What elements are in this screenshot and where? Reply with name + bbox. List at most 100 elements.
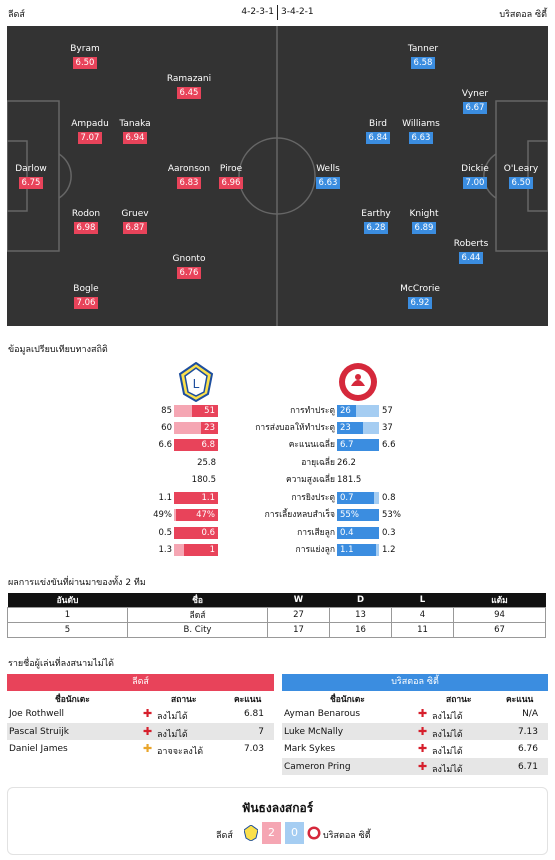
list-item[interactable]: Daniel James ✚ อาจจะลงได้ 7.03: [7, 740, 274, 757]
player-name: Piroe: [219, 164, 243, 174]
home-player[interactable]: Darlow 6.75: [7, 164, 58, 189]
stat-home-bar: [175, 509, 218, 521]
leeds-crest-icon: [244, 825, 258, 841]
stat-away-total: 0.3: [382, 528, 396, 538]
home-player[interactable]: Bogle 7.06: [59, 284, 113, 309]
list-item[interactable]: Joe Rothwell ✚ ลงไม่ได้ 6.81: [7, 705, 274, 722]
stat-away-total: 1.2: [382, 545, 396, 555]
stat-away-bar: [337, 527, 379, 539]
player-name: Tanaka: [119, 119, 151, 129]
away-missing-header: บริสตอล ซิตี้: [282, 674, 548, 691]
away-team-name: บริสตอล ซิตี้: [499, 10, 547, 20]
missing-player-rating: 6.81: [243, 709, 264, 719]
away-player[interactable]: Roberts 6.44: [444, 239, 498, 264]
player-rating-badge: 6.94: [122, 132, 148, 144]
stat-away-total: 6.6: [382, 440, 396, 450]
player-name: Ampadu: [71, 119, 109, 129]
missing-player-name: Ayman Benarous: [284, 709, 361, 719]
stat-home-bar: [184, 544, 218, 556]
player-name: Rodon: [71, 209, 101, 219]
home-missing-header: ลีดส์: [7, 674, 274, 691]
player-name: O'Leary: [503, 164, 539, 174]
home-player[interactable]: Piroe 6.96: [204, 164, 258, 189]
missing-player-status: ลงไม่ได้: [432, 712, 463, 722]
away-player[interactable]: Knight 6.89: [397, 209, 451, 234]
home-player[interactable]: Aaronson 6.83: [162, 164, 216, 189]
stat-label: การยิงประตู: [291, 493, 335, 503]
list-item[interactable]: Luke McNally ✚ ลงไม่ได้ 7.13: [282, 722, 548, 740]
player-rating-badge: 6.92: [407, 297, 433, 309]
missing-player-rating: 7.13: [517, 726, 538, 737]
home-player[interactable]: Byram 6.50: [58, 44, 112, 69]
stat-home-value: 25.8: [197, 458, 216, 468]
prediction-card: ฟันธงลงสกอร์ ลีดส์ 2 0 บริสตอล ซิตี้: [7, 787, 548, 855]
missing-player-status: ลงไม่ได้: [432, 764, 463, 775]
h2h-table: อันดับ ชื่อ W D L แต้ม 1 ลีดส์ 27 13 4 9…: [7, 593, 546, 638]
list-item[interactable]: Pascal Struijk ✚ ลงไม่ได้ 7: [7, 722, 274, 740]
stat-label: การเสียลูก: [297, 528, 335, 538]
missing-player-status: ลงไม่ได้: [432, 747, 463, 757]
formation-divider: [277, 5, 278, 20]
player-name: Tanner: [407, 44, 439, 54]
missing-player-name: Daniel James: [9, 744, 68, 754]
player-name: Bogle: [73, 284, 99, 294]
bristol-crest-icon: [307, 826, 321, 840]
stat-home-bar: [174, 492, 218, 504]
missing-player-name: Mark Sykes: [284, 744, 336, 754]
stat-home-value: 23: [204, 423, 215, 433]
prediction-home-name: ลีดส์: [216, 831, 233, 841]
list-item[interactable]: Ayman Benarous ✚ ลงไม่ได้ N/A: [282, 705, 548, 722]
col-name: ชื่อ: [192, 596, 203, 606]
stat-home-total: 1.3: [158, 545, 172, 555]
injury-cross-icon: ✚: [418, 742, 428, 755]
player-name: Dickie: [461, 164, 489, 174]
home-player[interactable]: Tanaka 6.94: [108, 119, 162, 144]
stat-label: การแย่งลูก: [295, 545, 335, 555]
stat-home-total: [148, 457, 172, 470]
col-d: D: [356, 595, 365, 605]
home-player[interactable]: Rodon 6.98: [59, 209, 113, 234]
stat-home-bar: [174, 527, 218, 539]
player-rating-badge: 6.50: [72, 57, 98, 69]
stat-away-value: 26.2: [337, 458, 356, 468]
list-item[interactable]: Mark Sykes ✚ ลงไม่ได้ 6.76: [282, 740, 548, 757]
away-player[interactable]: McCrorie 6.92: [393, 284, 447, 309]
prediction-home-score: 2: [262, 822, 281, 844]
away-player[interactable]: Bird 6.84: [351, 119, 405, 144]
home-player[interactable]: Ampadu 7.07: [63, 119, 117, 144]
col-rank: อันดับ: [56, 596, 79, 606]
stat-label: การส่งบอลให้ทำประตู: [255, 423, 335, 433]
home-player[interactable]: Ramazani 6.45: [162, 74, 216, 99]
prediction-away-score: 0: [285, 822, 304, 844]
list-item[interactable]: Cameron Pring ✚ ลงไม่ได้ 6.71: [282, 757, 548, 775]
away-player[interactable]: Williams 6.63: [394, 119, 448, 144]
player-rating-badge: 6.84: [365, 132, 391, 144]
stat-home-bar: [201, 422, 218, 434]
stat-away-value: 6.7: [340, 440, 354, 450]
stat-away-total: 37: [382, 423, 393, 433]
stat-home-value: 180.5: [191, 475, 216, 485]
col-w: W: [293, 595, 304, 605]
col-l: L: [419, 595, 426, 605]
prediction-title: ฟันธงลงสกอร์: [241, 801, 314, 815]
stat-label: การเลี้ยงหลบสำเร็จ: [264, 510, 335, 520]
player-name: Gnonto: [172, 254, 206, 264]
home-player[interactable]: Gruev 6.87: [108, 209, 162, 234]
missing-player-rating: 7: [258, 726, 264, 737]
stat-home-total: [148, 474, 172, 487]
away-player[interactable]: Vyner 6.67: [448, 89, 502, 114]
away-player[interactable]: Wells 6.63: [301, 164, 355, 189]
stat-home-value: 47%: [196, 510, 215, 520]
player-rating-badge: 6.96: [218, 177, 244, 189]
stat-home-total: 60: [161, 423, 172, 433]
away-player[interactable]: O'Leary 6.50: [494, 164, 548, 189]
home-player[interactable]: Gnonto 6.76: [162, 254, 216, 279]
stat-home-total: 85: [161, 406, 172, 416]
missing-player-rating: 7.03: [243, 744, 264, 754]
player-rating-badge: 7.00: [462, 177, 488, 189]
away-player[interactable]: Tanner 6.58: [396, 44, 450, 69]
away-player[interactable]: Earthy 6.28: [349, 209, 403, 234]
away-player[interactable]: Dickie 7.00: [448, 164, 502, 189]
stat-away-bar: [337, 544, 376, 556]
home-missing-cols: ชื่อนักเตะ สถานะ คะแนน: [55, 695, 262, 705]
